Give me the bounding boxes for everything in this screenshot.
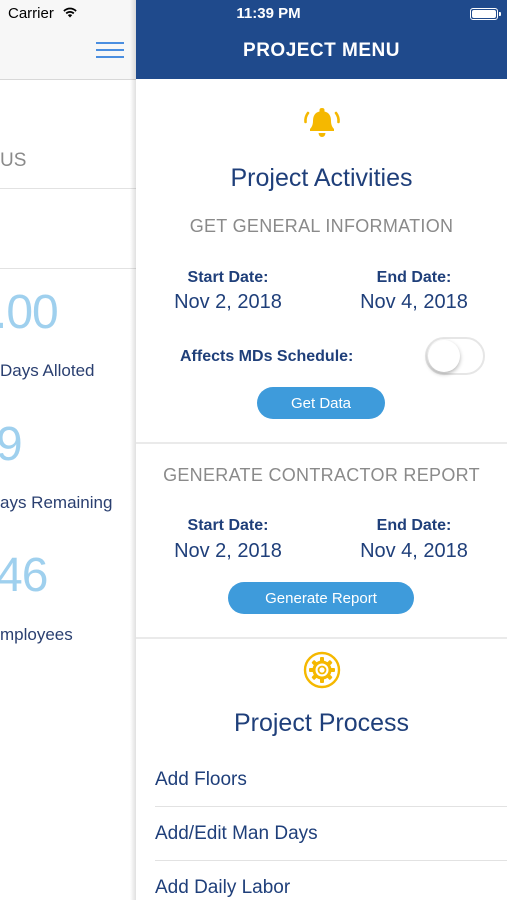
project-menu: PROJECT MENU Project Activities GET GENE… xyxy=(136,0,507,900)
wifi-icon xyxy=(63,7,77,18)
general-info-subtitle: GET GENERAL INFORMATION xyxy=(189,216,454,236)
status-time: 11:39 PM xyxy=(236,5,301,22)
affects-schedule-label: Affects MDs Schedule: xyxy=(180,348,354,365)
end-date-label: End Date: xyxy=(376,269,452,286)
divider xyxy=(136,442,507,444)
report-end-date-label: End Date: xyxy=(376,517,452,534)
stat-label: ays Remaining xyxy=(0,493,113,512)
battery-icon xyxy=(470,8,501,20)
stat-value: .00 xyxy=(0,286,59,339)
background-screen: US .00 Days Alloted 9 ays Remaining 46 m… xyxy=(0,0,136,900)
end-date-value[interactable]: Nov 4, 2018 xyxy=(360,291,468,313)
gear-icon xyxy=(303,651,341,689)
background-header xyxy=(0,0,136,80)
divider xyxy=(136,637,507,639)
hamburger-icon[interactable] xyxy=(96,42,124,60)
process-item-add-daily-labor[interactable]: Add Daily Labor xyxy=(155,877,291,898)
process-item-add-edit-man-days[interactable]: Add/Edit Man Days xyxy=(155,823,318,844)
background-status-text: US xyxy=(0,150,27,171)
divider xyxy=(155,806,507,807)
activities-title: Project Activities xyxy=(230,164,413,192)
process-item-add-floors[interactable]: Add Floors xyxy=(155,769,247,790)
divider xyxy=(0,268,136,269)
report-end-date-value[interactable]: Nov 4, 2018 xyxy=(360,540,468,562)
bell-icon xyxy=(304,108,340,137)
start-date-value[interactable]: Nov 2, 2018 xyxy=(174,291,282,313)
stat-value: 46 xyxy=(0,549,48,602)
stat-value: 9 xyxy=(0,418,23,471)
stat-label: mployees xyxy=(0,625,73,644)
divider xyxy=(155,860,507,861)
status-bar: Carrier 11:39 PM xyxy=(0,0,507,26)
menu-title: PROJECT MENU xyxy=(243,40,400,61)
divider xyxy=(0,188,136,189)
stat-label: Days Alloted xyxy=(0,361,95,380)
menu-header: PROJECT MENU xyxy=(136,0,507,79)
start-date-label: Start Date: xyxy=(187,269,269,286)
get-data-button[interactable]: Get Data xyxy=(257,387,385,419)
process-title: Project Process xyxy=(233,709,410,737)
report-start-date-value[interactable]: Nov 2, 2018 xyxy=(174,540,282,562)
toggle-knob xyxy=(428,340,460,372)
report-start-date-label: Start Date: xyxy=(187,517,269,534)
contractor-report-subtitle: GENERATE CONTRACTOR REPORT xyxy=(163,465,480,485)
panel-shadow xyxy=(130,0,136,900)
affects-schedule-toggle[interactable] xyxy=(425,337,485,375)
carrier-label: Carrier xyxy=(8,5,54,22)
generate-report-button[interactable]: Generate Report xyxy=(228,582,414,614)
